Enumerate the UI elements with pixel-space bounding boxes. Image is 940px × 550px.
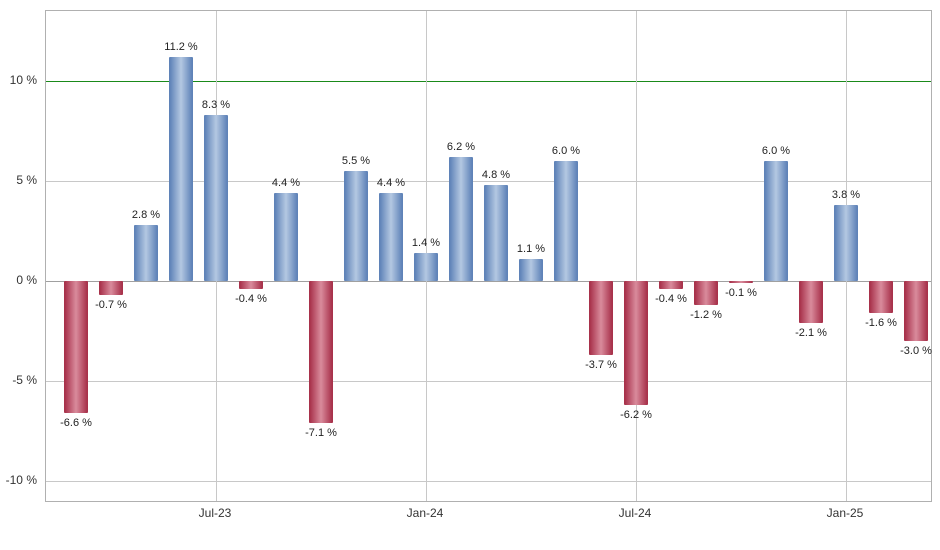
bar <box>589 281 613 355</box>
bar <box>834 205 858 281</box>
bar <box>134 225 158 281</box>
bar-value-label: -7.1 % <box>305 427 337 439</box>
bar <box>414 253 438 281</box>
bar <box>169 57 193 281</box>
bar <box>344 171 368 281</box>
bar <box>729 281 753 283</box>
bar-value-label: -6.6 % <box>60 417 92 429</box>
bar <box>99 281 123 295</box>
bar <box>519 259 543 281</box>
x-tick-label: Jul-24 <box>619 506 652 520</box>
bar <box>869 281 893 313</box>
bar-value-label: -3.7 % <box>585 359 617 371</box>
bar <box>239 281 263 289</box>
bar <box>379 193 403 281</box>
y-tick-label: -5 % <box>0 373 37 387</box>
bar-value-label: -3.0 % <box>900 345 932 357</box>
bar-value-label: -0.1 % <box>725 287 757 299</box>
h-gridline <box>46 481 931 482</box>
bar-value-label: 6.0 % <box>762 145 790 157</box>
bar-value-label: 5.5 % <box>342 155 370 167</box>
bar-value-label: 4.4 % <box>272 177 300 189</box>
bar-value-label: 1.4 % <box>412 237 440 249</box>
y-tick-label: 10 % <box>0 73 37 87</box>
bar-value-label: 4.8 % <box>482 169 510 181</box>
bar-value-label: -0.4 % <box>235 293 267 305</box>
bar <box>694 281 718 305</box>
x-tick-label: Jul-23 <box>199 506 232 520</box>
bar <box>624 281 648 405</box>
bar-value-label: 1.1 % <box>517 243 545 255</box>
h-gridline <box>46 381 931 382</box>
bar-value-label: -0.7 % <box>95 299 127 311</box>
v-gridline <box>636 11 637 501</box>
bar <box>484 185 508 281</box>
y-tick-label: 5 % <box>0 173 37 187</box>
x-tick-label: Jan-25 <box>827 506 864 520</box>
bar-value-label: 6.2 % <box>447 141 475 153</box>
bar-value-label: 4.4 % <box>377 177 405 189</box>
bar <box>659 281 683 289</box>
bar-value-label: 3.8 % <box>832 189 860 201</box>
bar <box>309 281 333 423</box>
bar-value-label: -1.2 % <box>690 309 722 321</box>
bar-value-label: 8.3 % <box>202 99 230 111</box>
y-tick-label: 0 % <box>0 273 37 287</box>
bar <box>904 281 928 341</box>
bar <box>274 193 298 281</box>
bar <box>449 157 473 281</box>
bar-value-label: 11.2 % <box>164 41 197 53</box>
bar <box>64 281 88 413</box>
bar-value-label: -1.6 % <box>865 317 897 329</box>
bar-value-label: 2.8 % <box>132 209 160 221</box>
plot-area: -6.6 % -0.7 % 2.8 % 11.2 % 8.3 % -0.4 % 4.4 % -… <box>45 10 932 502</box>
bar <box>204 115 228 281</box>
y-tick-label: -10 % <box>0 473 37 487</box>
bar <box>799 281 823 323</box>
bar <box>554 161 578 281</box>
monthly-pct-bar-chart: -6.6 % -0.7 % 2.8 % 11.2 % 8.3 % -0.4 % 4.4 % -… <box>0 0 940 550</box>
bar <box>764 161 788 281</box>
x-tick-label: Jan-24 <box>407 506 444 520</box>
bar-value-label: -0.4 % <box>655 293 687 305</box>
bar-value-label: -6.2 % <box>620 409 652 421</box>
bar-value-label: 6.0 % <box>552 145 580 157</box>
bar-value-label: -2.1 % <box>795 327 827 339</box>
